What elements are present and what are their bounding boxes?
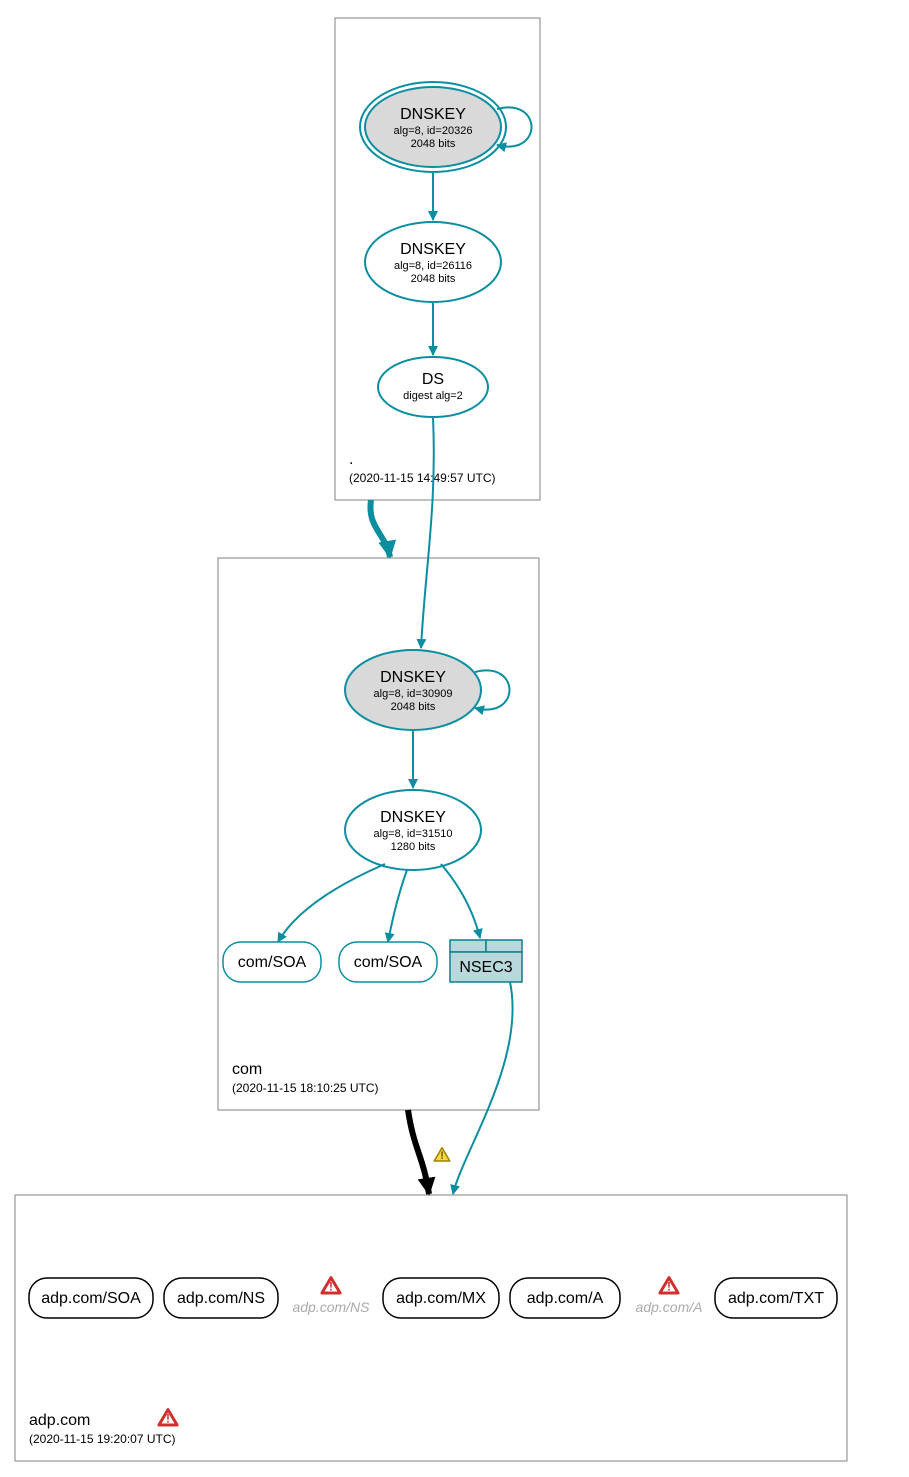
svg-text:1280 bits: 1280 bits [391,841,436,853]
svg-text:(2020-11-15 18:10:25 UTC): (2020-11-15 18:10:25 UTC) [232,1081,379,1095]
svg-text:(2020-11-15 19:20:07 UTC): (2020-11-15 19:20:07 UTC) [29,1432,176,1446]
node-adp_a_err: adp.com/A [636,1299,703,1315]
node-com_ksk: DNSKEY alg=8, id=309092048 bits [345,650,481,730]
svg-text:alg=8, id=26116: alg=8, id=26116 [394,260,472,272]
svg-text:DNSKEY: DNSKEY [400,106,466,123]
svg-text:DNSKEY: DNSKEY [400,241,466,258]
svg-text:!: ! [440,1150,444,1162]
zone-adp: adp.com (2020-11-15 19:20:07 UTC) [15,1195,847,1461]
svg-text:DNSKEY: DNSKEY [380,809,446,826]
error-icon-adp-zone: ! [159,1410,177,1426]
node-com_soa1: com/SOA [223,942,321,982]
svg-text:digest alg=2: digest alg=2 [403,390,463,402]
svg-text:2048 bits: 2048 bits [411,138,456,150]
node-root_ds: DS digest alg=2 [378,357,488,417]
svg-text:adp.com/TXT: adp.com/TXT [728,1290,824,1307]
svg-text:adp.com: adp.com [29,1412,90,1429]
svg-text:2048 bits: 2048 bits [411,273,456,285]
node-adp_soa: adp.com/SOA [29,1278,153,1318]
svg-text:adp.com/A: adp.com/A [527,1290,604,1307]
svg-text:!: ! [166,1411,170,1425]
svg-text:.: . [349,451,353,468]
node-nsec3: NSEC3 [450,940,522,982]
svg-text:adp.com/MX: adp.com/MX [396,1290,486,1307]
svg-text:alg=8, id=30909: alg=8, id=30909 [374,688,453,700]
node-root_ksk: DNSKEY alg=8, id=203262048 bits [360,82,506,172]
svg-text:DNSKEY: DNSKEY [380,669,446,686]
svg-text:!: ! [329,1279,333,1293]
node-com_soa2: com/SOA [339,942,437,982]
svg-text:alg=8, id=20326: alg=8, id=20326 [394,125,473,137]
error-icon-adp_a_err: ! [660,1278,678,1294]
svg-text:com/SOA: com/SOA [354,954,423,971]
svg-text:adp.com/SOA: adp.com/SOA [41,1290,141,1307]
warning-icon-com-adp: ! [434,1148,450,1162]
node-adp_ns: adp.com/NS [164,1278,278,1318]
node-com_zsk: DNSKEY alg=8, id=315101280 bits [345,790,481,870]
svg-text:com: com [232,1061,262,1078]
svg-text:2048 bits: 2048 bits [391,701,436,713]
error-icon-adp_ns_err: ! [322,1278,340,1294]
svg-text:adp.com/A: adp.com/A [636,1299,703,1315]
svg-text:adp.com/NS: adp.com/NS [177,1290,265,1307]
node-root_zsk: DNSKEY alg=8, id=261162048 bits [365,222,501,302]
svg-text:NSEC3: NSEC3 [459,959,512,976]
node-adp_mx: adp.com/MX [383,1278,499,1318]
node-adp_txt: adp.com/TXT [715,1278,837,1318]
svg-text:(2020-11-15 14:49:57 UTC): (2020-11-15 14:49:57 UTC) [349,471,496,485]
svg-text:adp.com/NS: adp.com/NS [292,1299,370,1315]
node-adp_a: adp.com/A [510,1278,620,1318]
svg-text:DS: DS [422,371,444,388]
node-adp_ns_err: adp.com/NS [292,1299,370,1315]
svg-text:!: ! [667,1279,671,1293]
svg-text:alg=8, id=31510: alg=8, id=31510 [374,828,453,840]
svg-text:com/SOA: com/SOA [238,954,307,971]
